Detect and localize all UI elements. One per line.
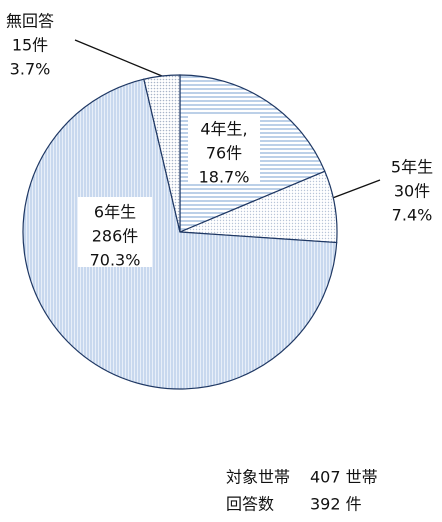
value-label: 70.3% <box>90 251 141 270</box>
leader-line <box>74 39 163 77</box>
count-label: 30件 <box>394 182 430 201</box>
label-box <box>78 197 152 267</box>
value-label: 7.4% <box>392 206 433 225</box>
pie-slice <box>22 78 338 390</box>
category-label: 6年生 <box>94 203 136 222</box>
label-box <box>188 114 260 184</box>
pie-slice <box>143 74 181 233</box>
count-label: 286件 <box>92 227 139 246</box>
summary-value: 392 件 <box>310 495 362 514</box>
summary-label: 対象世帯 <box>226 468 290 487</box>
value-label: 3.7% <box>10 60 51 79</box>
summary-value: 407 世帯 <box>310 468 378 487</box>
value-label: 18.7% <box>199 168 250 187</box>
summary-label: 回答数 <box>226 495 274 514</box>
category-label: 5年生 <box>391 158 433 177</box>
count-label: 15件 <box>12 36 48 55</box>
count-label: 76件 <box>206 144 242 163</box>
category-label: 4年生, <box>200 120 247 139</box>
category-label: 無回答 <box>6 12 54 31</box>
